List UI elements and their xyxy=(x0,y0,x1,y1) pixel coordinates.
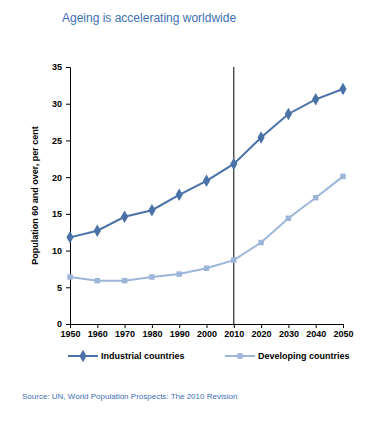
tick-mark xyxy=(316,324,317,328)
x-axis: 1950 1960 1970 1980 1990 2000 2010 2020 2030 2040… xyxy=(60,324,353,339)
tick-mark xyxy=(343,324,344,328)
tick: 1980 xyxy=(142,324,162,339)
tick-label: 2020 xyxy=(252,329,272,339)
tick: 30 xyxy=(52,99,70,109)
title: Ageing is accelerating worldwide xyxy=(62,11,236,25)
tick-label: 0 xyxy=(57,319,62,329)
axis-line xyxy=(66,68,71,325)
tick: 5 xyxy=(57,283,70,293)
tick-label: 2040 xyxy=(306,329,326,339)
marker xyxy=(285,108,292,120)
tick-mark xyxy=(66,324,70,325)
tick: 25 xyxy=(52,136,70,146)
tick: 10 xyxy=(52,246,70,256)
tick-mark xyxy=(288,324,289,328)
tick-mark xyxy=(234,324,235,328)
tick-label: 35 xyxy=(52,62,62,72)
legend-marker xyxy=(237,353,242,358)
series-line xyxy=(70,176,343,280)
tick-mark xyxy=(97,324,98,328)
tick-mark xyxy=(66,214,70,215)
marker xyxy=(204,265,209,270)
marker xyxy=(313,195,318,200)
series-line xyxy=(70,89,343,237)
tick-label: 1950 xyxy=(60,329,80,339)
tick: 2050 xyxy=(333,324,353,339)
tick: 2000 xyxy=(197,324,217,339)
tick-mark xyxy=(66,140,70,141)
tick-mark xyxy=(66,104,70,105)
tick: 1950 xyxy=(60,324,80,339)
tick: 1960 xyxy=(88,324,108,339)
legend-label: Developing countries xyxy=(258,351,350,361)
tick: 1990 xyxy=(170,324,190,339)
chart: Ageing is accelerating worldwide 1950 1960… xyxy=(0,0,379,431)
tick-label: 30 xyxy=(52,99,62,109)
marker xyxy=(231,257,236,262)
marker xyxy=(176,189,183,201)
tick: 2010 xyxy=(224,324,244,339)
tick-mark xyxy=(207,324,208,328)
marker xyxy=(121,211,128,223)
marker xyxy=(122,278,127,283)
tick: 2040 xyxy=(306,324,326,339)
marker xyxy=(203,175,210,187)
marker xyxy=(149,274,154,279)
marker xyxy=(339,83,346,95)
marker xyxy=(312,93,319,105)
legend-marker xyxy=(79,350,86,362)
tick-mark xyxy=(261,324,262,328)
axis-line xyxy=(71,325,344,329)
marker xyxy=(258,240,263,245)
marker xyxy=(230,158,237,170)
tick-mark xyxy=(66,287,70,288)
tick-label: 2030 xyxy=(279,329,299,339)
legend-label: Industrial countries xyxy=(101,351,185,361)
tick: 2020 xyxy=(252,324,272,339)
tick-mark xyxy=(66,251,70,252)
tick-label: 20 xyxy=(52,173,62,183)
legend: Industrial countries Developing countries xyxy=(68,350,350,362)
marker xyxy=(148,204,155,216)
tick-mark xyxy=(66,67,70,68)
tick-label: 10 xyxy=(52,246,62,256)
tick: 0 xyxy=(57,319,70,329)
tick-mark xyxy=(152,324,153,328)
source: Source: UN, World Population Prospects: … xyxy=(22,392,237,401)
tick-label: 2010 xyxy=(224,329,244,339)
tick-mark xyxy=(66,177,70,178)
plot-area xyxy=(66,67,346,324)
marker xyxy=(67,274,72,279)
tick-mark xyxy=(125,324,126,328)
marker xyxy=(340,174,345,179)
tick-label: 1960 xyxy=(88,329,108,339)
tick-mark xyxy=(179,324,180,328)
tick-label: 2000 xyxy=(197,329,217,339)
tick: 2030 xyxy=(279,324,299,339)
marker xyxy=(95,278,100,283)
y-axis: 0 5 10 15 20 25 30 35 xyxy=(52,62,71,329)
tick: 1970 xyxy=(115,324,135,339)
tick-label: 2050 xyxy=(333,329,353,339)
reference-line xyxy=(233,67,234,324)
marker xyxy=(286,216,291,221)
y-axis-title: Population 60 and over, per cent xyxy=(30,126,40,265)
marker xyxy=(66,231,73,243)
tick: 35 xyxy=(52,62,70,72)
marker xyxy=(94,225,101,237)
tick-label: 1980 xyxy=(142,329,162,339)
tick-label: 1990 xyxy=(170,329,190,339)
tick: 20 xyxy=(52,173,70,183)
marker xyxy=(257,131,264,143)
tick-label: 15 xyxy=(52,209,62,219)
tick-label: 25 xyxy=(52,136,62,146)
tick: 15 xyxy=(52,209,70,219)
marker xyxy=(176,271,181,276)
tick-label: 5 xyxy=(57,283,62,293)
tick-label: 1970 xyxy=(115,329,135,339)
